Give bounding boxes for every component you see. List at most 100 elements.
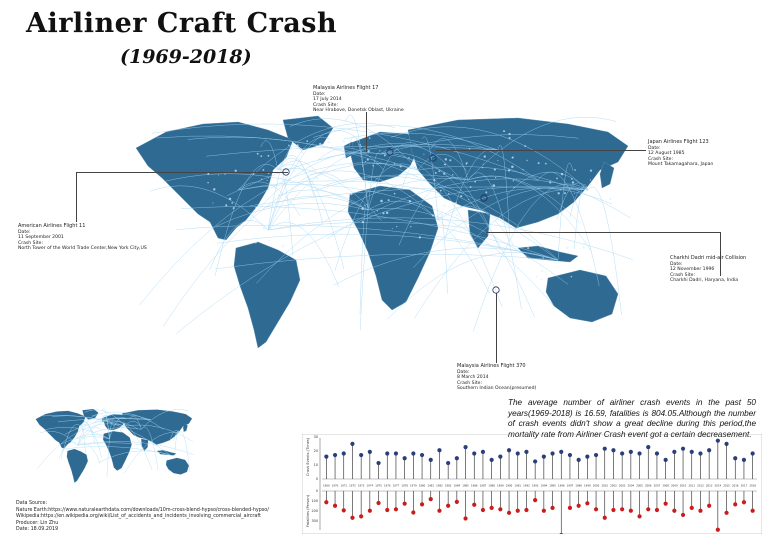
x-tick-1994: 1994 <box>541 484 548 488</box>
fatality-dot-2010 <box>680 512 686 518</box>
crash-lollipop-chart: Crash Events (Times)Fatalities (Person)3… <box>302 434 762 534</box>
tick-top-20: 20 <box>314 449 318 453</box>
x-tick-2011: 2011 <box>688 484 695 488</box>
jal123-leader <box>436 150 646 151</box>
fatality-dot-1991 <box>515 508 520 513</box>
event-dot-2003 <box>620 451 625 456</box>
source-natural-earth: Nature Earth:https://www.naturalearthdat… <box>16 507 269 513</box>
x-tick-1972: 1972 <box>349 484 356 488</box>
x-tick-2003: 2003 <box>619 484 626 488</box>
tick-bottom-0: 0 <box>316 489 318 493</box>
fatality-dot-2014 <box>715 527 720 532</box>
event-dot-2016 <box>733 456 738 461</box>
event-dot-1969 <box>324 454 329 459</box>
x-tick-2005: 2005 <box>636 484 643 488</box>
x-tick-2000: 2000 <box>593 484 600 488</box>
x-tick-1975: 1975 <box>375 484 382 488</box>
x-tick-1999: 1999 <box>584 484 591 488</box>
x-tick-2012: 2012 <box>697 484 704 488</box>
event-dot-1971 <box>341 451 346 456</box>
jal123-marker <box>429 154 437 162</box>
fatality-dot-1972 <box>350 515 355 520</box>
x-tick-2010: 2010 <box>680 484 687 488</box>
event-dot-2013 <box>707 448 712 453</box>
fatality-dot-2007 <box>654 507 660 513</box>
x-tick-1988: 1988 <box>488 484 495 488</box>
aa11-leader-v <box>76 172 77 222</box>
event-dot-1999 <box>585 454 590 459</box>
indonesia-shape <box>517 245 579 263</box>
tick-bottom-300: 300 <box>312 519 318 523</box>
x-tick-1981: 1981 <box>427 484 434 488</box>
world-map <box>135 114 634 349</box>
event-dot-1974 <box>367 449 372 454</box>
x-tick-2016: 2016 <box>732 484 739 488</box>
jal123-site: Mount Takamagahara, Japan <box>648 162 714 168</box>
mh17-site: Near Hrabove, Donetsk Oblast, Ukraine <box>313 108 404 114</box>
fatality-dot-1970 <box>332 503 338 508</box>
charkhi-site-label: Crash Site: <box>670 272 696 278</box>
fatality-dot-2008 <box>663 501 668 506</box>
event-dot-2010 <box>680 446 686 451</box>
fatality-dot-1983 <box>446 503 451 508</box>
event-dot-2014 <box>715 438 720 443</box>
source-wikipedia: Wikipedia:https://en.wikipedia.org/wiki/… <box>16 514 261 520</box>
x-tick-1990: 1990 <box>506 484 513 488</box>
aa11-site-label: Crash Site: <box>18 240 44 246</box>
fatality-dot-1992 <box>524 507 529 513</box>
fatality-dot-2012 <box>698 508 703 513</box>
x-tick-1982: 1982 <box>436 484 443 488</box>
fatality-dot-1982 <box>437 508 442 513</box>
x-tick-1969: 1969 <box>323 484 330 488</box>
fatality-dot-2005 <box>637 514 642 519</box>
fatality-dot-1993 <box>533 498 538 503</box>
mh370-leader <box>496 293 497 363</box>
australia-shape <box>545 269 619 323</box>
jal123-date-label: Date: <box>648 145 661 151</box>
event-dot-2008 <box>663 457 668 462</box>
tick-top-0: 0 <box>316 477 318 481</box>
charkhi-date-label: Date: <box>670 261 683 267</box>
fatality-dot-1999 <box>585 501 590 506</box>
x-tick-1992: 1992 <box>523 484 530 488</box>
x-tick-2002: 2002 <box>610 484 617 488</box>
event-dot-1985 <box>463 444 468 450</box>
fatality-dot-1994 <box>541 508 546 513</box>
event-dot-2017 <box>741 457 747 462</box>
fatality-dot-2003 <box>620 507 625 512</box>
fatality-dot-2001 <box>602 515 607 520</box>
event-dot-1982 <box>437 448 442 453</box>
x-tick-1983: 1983 <box>445 484 452 488</box>
event-dot-1989 <box>498 454 503 459</box>
page-subtitle: (1969-2018) <box>120 46 252 68</box>
jal123-date: 12 August 1985 <box>648 151 685 157</box>
mh370-site: Southern Indian Ocean(presumed) <box>457 386 537 392</box>
mh17-site-label: Crash Site: <box>313 102 339 108</box>
aa11-site: North Tower of the World Trade Center,Ne… <box>18 246 147 252</box>
event-dot-1994 <box>541 454 546 459</box>
event-dot-1986 <box>472 451 477 456</box>
charkhi-callout: Charkhi Dadri mid-air Collision Date: 12… <box>670 255 747 284</box>
mh370-callout: Malaysia Airlines Flight 370 Date: 8 Mar… <box>457 363 537 392</box>
mh17-date: 17 July 2014 <box>313 97 342 103</box>
x-tick-1989: 1989 <box>497 484 504 488</box>
charkhi-title: Charkhi Dadri mid-air Collision <box>670 255 747 261</box>
fatality-dot-2000 <box>593 507 599 512</box>
x-tick-2015: 2015 <box>723 484 730 488</box>
source-heading: Data Source: <box>16 501 48 506</box>
charkhi-site: Charkhi Dadri, Haryana, India <box>670 278 739 284</box>
event-dot-1976 <box>385 451 390 456</box>
x-tick-2008: 2008 <box>662 484 669 488</box>
event-dot-1997 <box>567 452 573 458</box>
mh17-date-label: Date: <box>313 91 326 97</box>
charkhi-marker <box>480 194 488 202</box>
x-tick-1986: 1986 <box>471 484 478 488</box>
fatality-dot-1988 <box>489 505 494 510</box>
fatality-dot-1974 <box>367 508 372 513</box>
mh17-title: Malaysia Airlines Flight 17 <box>313 85 379 91</box>
aa11-callout: American Airlines Flight 11 Date: 11 Sep… <box>18 223 147 252</box>
tick-bottom-200: 200 <box>312 509 318 513</box>
fatality-dot-1985 <box>463 516 468 521</box>
charkhi-date: 12 November 1996 <box>670 267 715 273</box>
japan-shape <box>599 161 615 189</box>
